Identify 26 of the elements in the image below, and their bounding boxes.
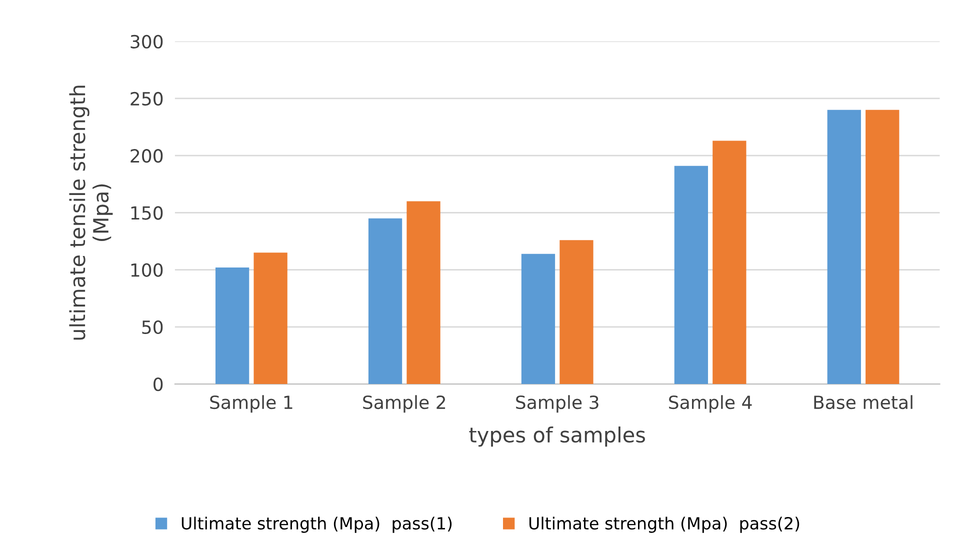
- y-tick-label: 0: [154, 377, 163, 392]
- bar: [866, 110, 900, 384]
- x-tick-label: Base metal: [814, 395, 912, 410]
- x-tick-label: Sample 3: [516, 395, 598, 413]
- y-tick-label: 250: [130, 92, 163, 106]
- x-tick-label: Sample 2: [363, 395, 446, 413]
- bar: [406, 201, 440, 384]
- y-tick-label: 300: [130, 34, 163, 48]
- y-tick-label: 100: [131, 263, 163, 277]
- bar: [254, 252, 288, 384]
- bar: [521, 254, 556, 384]
- bar: [368, 218, 402, 384]
- bar: [712, 140, 746, 384]
- legend-label: Ultimate strength (Mpa) pass(1): [182, 516, 452, 533]
- x-tick-label: Sample 4: [669, 395, 752, 413]
- y-tick-label: 150: [131, 206, 163, 220]
- y-tick-label: 200: [130, 149, 163, 163]
- legend-label: Ultimate strength (Mpa) pass(2): [529, 516, 800, 533]
- bar: [827, 110, 861, 384]
- y-axis-title: ultimate tensile strength (Mpa): [69, 86, 113, 340]
- x-tick-label: Sample 1: [210, 395, 292, 413]
- bar: [560, 240, 594, 384]
- bar: [674, 166, 708, 384]
- x-axis-title: types of samples: [469, 426, 645, 447]
- bar: [215, 268, 250, 384]
- y-tick-label: 50: [142, 320, 163, 334]
